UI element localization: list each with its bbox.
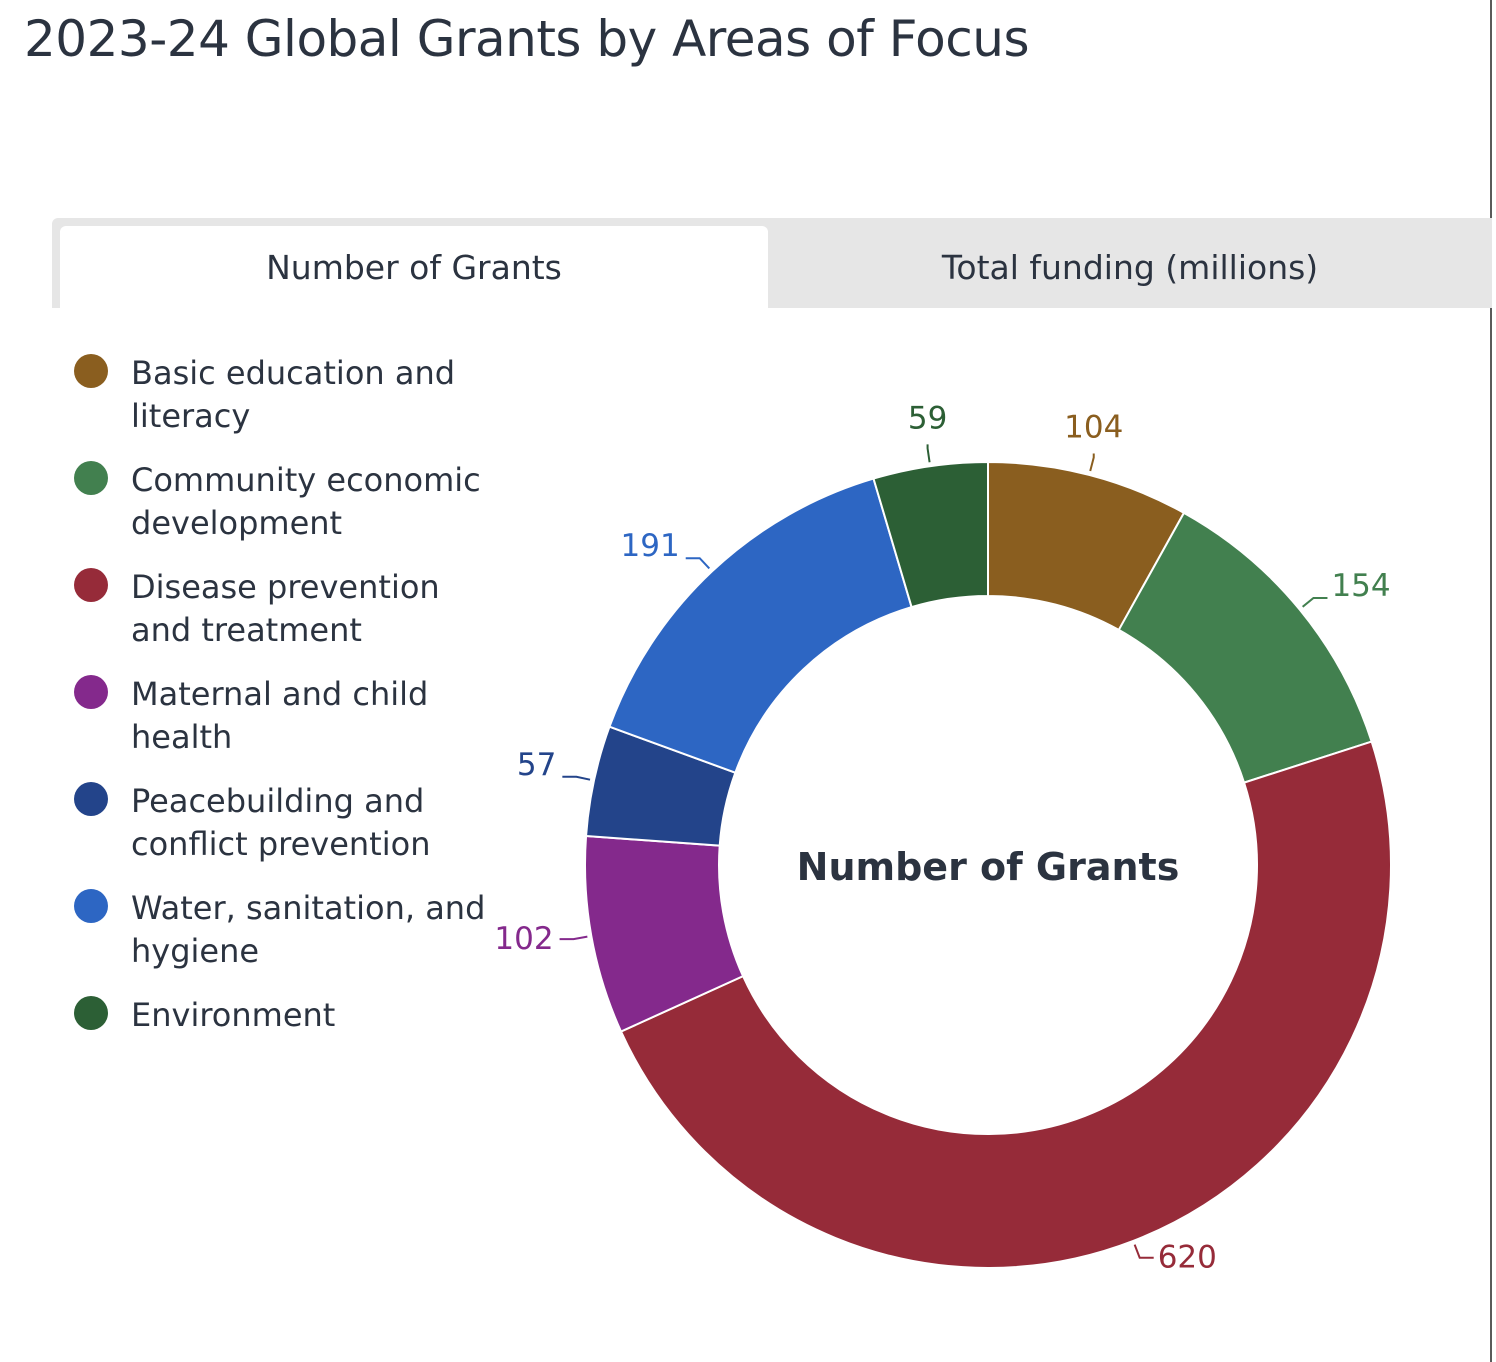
donut-slice[interactable] bbox=[608, 477, 913, 774]
tab-bar: Number of Grants Total funding (millions… bbox=[52, 218, 1492, 308]
legend-label: Basic education and literacy bbox=[131, 354, 456, 435]
data-label: 620 bbox=[1158, 1240, 1217, 1276]
legend-swatch bbox=[74, 996, 108, 1030]
legend-label: Water, sanitation, and hygiene bbox=[131, 889, 486, 970]
donut-slices bbox=[584, 460, 1392, 1269]
legend-item[interactable]: Basic education and literacy bbox=[74, 352, 494, 459]
legend-item[interactable]: Maternal and child health bbox=[74, 673, 494, 780]
label-leader-line bbox=[559, 935, 588, 941]
legend-swatch bbox=[74, 889, 108, 923]
data-label: 191 bbox=[621, 528, 680, 564]
label-leader-line bbox=[1133, 1244, 1154, 1259]
legend-item[interactable]: Environment bbox=[74, 994, 494, 1101]
donut-slice[interactable] bbox=[872, 460, 989, 609]
label-leader-line bbox=[685, 557, 711, 570]
legend-swatch bbox=[74, 354, 108, 388]
label-leader-lines bbox=[559, 444, 1328, 1259]
legend-label: Community economic development bbox=[131, 461, 481, 542]
donut-center-label: Number of Grants bbox=[797, 845, 1180, 889]
chart-legend: Basic education and literacy Community ec… bbox=[74, 352, 494, 1101]
legend-swatch bbox=[74, 782, 108, 816]
data-labels: 104 154 620 102 57 191 59 bbox=[494, 400, 1390, 1275]
right-border bbox=[1490, 0, 1492, 1362]
legend-item[interactable]: Community economic development bbox=[74, 459, 494, 566]
data-label: 57 bbox=[517, 747, 556, 783]
page-title: 2023-24 Global Grants by Areas of Focus bbox=[24, 10, 1030, 68]
legend-item[interactable]: Disease prevention and treatment bbox=[74, 566, 494, 673]
donut-slice[interactable] bbox=[619, 740, 1392, 1269]
label-leader-line bbox=[1302, 596, 1328, 608]
label-leader-line bbox=[562, 775, 591, 781]
legend-item[interactable]: Peacebuilding and conflict prevention bbox=[74, 780, 494, 887]
legend-swatch bbox=[74, 675, 108, 709]
legend-label: Environment bbox=[131, 996, 336, 1034]
data-label: 154 bbox=[1331, 568, 1390, 604]
legend-label: Peacebuilding and conflict prevention bbox=[131, 782, 431, 863]
label-leader-line bbox=[926, 444, 931, 463]
tab-number-of-grants[interactable]: Number of Grants bbox=[60, 226, 768, 308]
legend-label: Disease prevention and treatment bbox=[131, 568, 440, 649]
legend-item[interactable]: Water, sanitation, and hygiene bbox=[74, 887, 494, 994]
data-label: 104 bbox=[1064, 409, 1123, 445]
data-label: 59 bbox=[908, 400, 947, 436]
data-label: 102 bbox=[494, 921, 553, 957]
legend-swatch bbox=[74, 461, 108, 495]
tab-total-funding[interactable]: Total funding (millions) bbox=[941, 247, 1319, 287]
label-leader-line bbox=[1089, 453, 1095, 472]
legend-label: Maternal and child health bbox=[131, 675, 429, 756]
legend-swatch bbox=[74, 568, 108, 602]
